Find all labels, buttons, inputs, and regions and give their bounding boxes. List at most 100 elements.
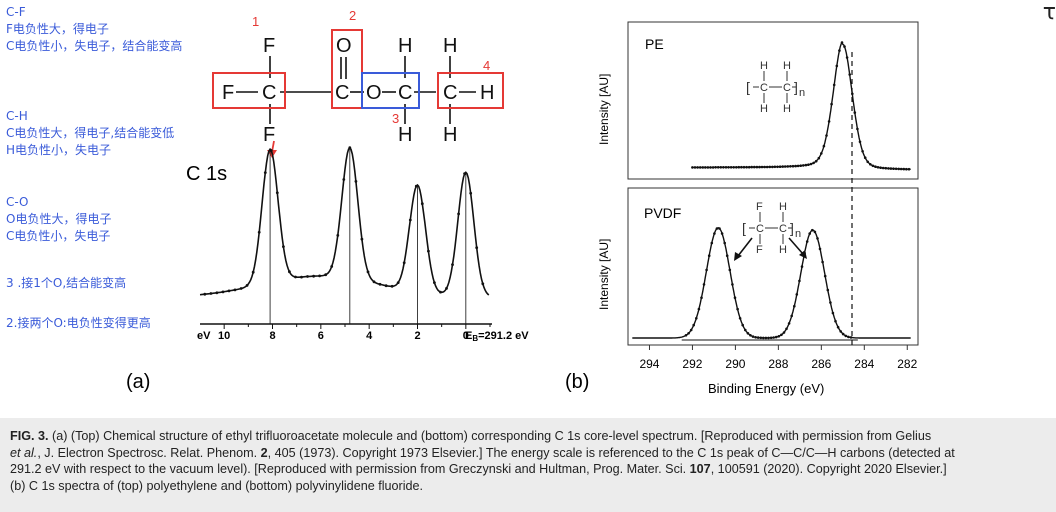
spectrum-a-point — [275, 191, 279, 195]
spectrum-a-point — [433, 281, 436, 284]
box-label-1: 1 — [252, 14, 259, 29]
pe-point — [740, 165, 743, 169]
pe-point — [791, 164, 795, 168]
ch-note-1: C电负性大，得电子,结合能变低 — [6, 126, 175, 140]
pvdf-point — [823, 274, 827, 278]
spectrum-a-point — [330, 265, 334, 268]
pe-point — [858, 140, 862, 144]
atom-h-c3-top: H — [398, 35, 412, 57]
pe-point — [802, 164, 805, 167]
tick-label-b: 294 — [639, 357, 659, 371]
pe-frame — [627, 21, 919, 180]
pe-point — [737, 165, 741, 169]
cf-title: C-F — [6, 5, 26, 19]
spectrum-a-point — [215, 291, 219, 295]
pvdf-point — [787, 322, 791, 325]
pvdf-structure: F H [ C C ] n F H — [734, 201, 807, 261]
caption-text-3c: , 100591 (2020). Copyright 2020 Elsevier… — [710, 462, 947, 476]
atom-o-double: O — [336, 35, 352, 57]
pvdf-point — [808, 232, 811, 235]
pvdf-point — [811, 228, 814, 232]
svg-text:F: F — [756, 201, 763, 213]
spectrum-title: C 1s — [186, 163, 227, 185]
pe-point — [714, 166, 717, 169]
spectrum-a-point — [342, 178, 346, 181]
pe-point — [830, 102, 833, 106]
pe-point — [832, 83, 836, 87]
pe-point — [771, 165, 774, 169]
spectrum-a-point — [263, 171, 267, 175]
pe-point — [773, 165, 777, 169]
tick-label-b: 290 — [725, 357, 745, 371]
tick-label-a: 6 — [318, 330, 324, 342]
co-note-2: C电负性小，失电子 — [6, 229, 111, 243]
pvdf-point — [798, 279, 801, 283]
co-title: C-O — [6, 195, 29, 209]
pe-point — [783, 165, 787, 168]
pe-point — [814, 159, 818, 163]
pe-point — [820, 152, 823, 155]
spectrum-a-point — [481, 282, 485, 286]
pvdf-point — [715, 227, 719, 230]
pvdf-point — [836, 325, 840, 329]
pe-point — [706, 166, 710, 169]
pvdf-point — [687, 332, 690, 335]
pvdf-point — [733, 296, 737, 300]
pe-point — [887, 167, 890, 170]
pvdf-point — [741, 323, 744, 327]
svg-text:[: [ — [746, 79, 750, 95]
pvdf-point — [695, 317, 698, 320]
svg-text:H: H — [779, 244, 787, 256]
pe-point — [879, 166, 882, 169]
spectrum-a-point — [384, 284, 388, 288]
pvdf-point — [818, 247, 822, 251]
pe-point — [804, 163, 808, 167]
spectrum-a-point — [445, 287, 448, 290]
caption-et-al: et al. — [10, 445, 38, 460]
tick-label-a: 0 — [463, 330, 469, 342]
pe-point — [742, 165, 746, 169]
pe-point — [812, 161, 815, 165]
highlight-box-3 — [361, 72, 420, 109]
pe-point — [838, 49, 841, 52]
pvdf-point — [697, 307, 701, 311]
pe-structure: H H [ C C ] n H H — [746, 60, 805, 115]
pe-point — [729, 166, 733, 169]
pe-point — [876, 166, 880, 169]
spectrum-a — [199, 146, 490, 324]
co-note-1: O电负性大，得电子 — [6, 212, 112, 226]
atom-c4: C — [443, 82, 457, 104]
pvdf-point — [756, 336, 760, 339]
spectrum-a-point — [209, 292, 213, 295]
atom-h-c3-bottom: H — [398, 124, 412, 146]
spectrum-a-point — [402, 261, 406, 265]
pvdf-point — [738, 317, 742, 320]
caption-vol-107: 107 — [689, 462, 711, 476]
pvdf-point — [713, 232, 716, 235]
spectrum-a-point — [390, 284, 394, 288]
pe-point — [851, 92, 854, 96]
spectrum-a-point — [203, 292, 207, 296]
spectrum-a-point — [378, 282, 382, 286]
pe-point — [716, 166, 720, 169]
pe-point — [822, 144, 826, 148]
pe-point — [711, 166, 715, 169]
pvdf-point — [736, 307, 739, 311]
svg-text:H: H — [760, 103, 768, 115]
spectrum-a-point — [245, 284, 249, 287]
note-3: 3 .接1个O,结合能变高 — [6, 276, 127, 290]
pvdf-line — [632, 227, 911, 339]
spectrum-a-point — [239, 287, 243, 290]
pe-point — [698, 166, 702, 169]
pvdf-point — [777, 335, 781, 338]
spectrum-a-point — [227, 289, 231, 293]
pe-point — [778, 165, 782, 168]
spectrum-a-ticks: 10 8 6 4 2 0 — [218, 324, 491, 342]
spectrum-a-point — [420, 202, 424, 206]
svg-text:n: n — [795, 228, 801, 240]
pe-point — [709, 166, 712, 169]
atom-h-end: H — [480, 82, 494, 104]
pvdf-point — [725, 254, 729, 257]
atom-o-ester: O — [366, 82, 382, 104]
pvdf-point — [772, 336, 775, 339]
